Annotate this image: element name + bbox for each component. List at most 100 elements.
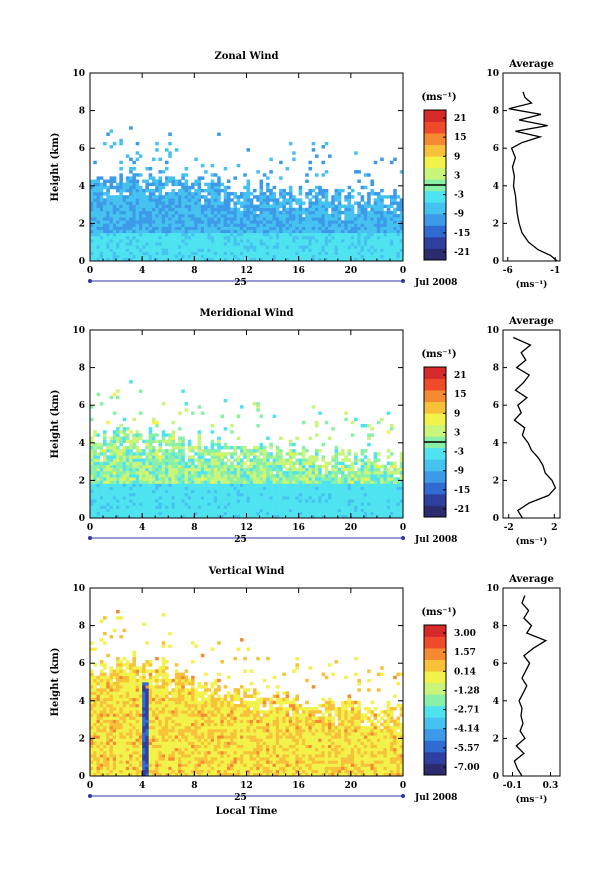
meridional-cell [360,492,365,497]
meridional-cell [122,445,127,450]
meridional-cell [178,452,182,456]
meridional-cell [148,427,153,431]
zonal-cell [383,217,387,221]
zonal-cell [262,223,267,227]
meridional-cell [181,499,185,503]
meridional-cell [142,483,146,487]
zonal-cell [135,210,140,215]
vertical-cell [99,763,104,767]
zonal-cell [181,229,185,234]
meridional-cell [389,489,394,494]
meridional-cell [386,486,391,491]
zonal-cell [301,207,306,212]
meridional-cell [272,474,277,478]
zonal-cell [129,229,133,234]
meridional-cell [341,452,345,456]
meridional-cell [220,511,224,516]
vertical-title: Vertical Wind [208,566,285,577]
meridional-cell [380,514,384,519]
zonal-cell [334,248,339,252]
meridional-cell [132,455,136,459]
zonal-cell [253,223,257,227]
meridional-cell [210,449,215,453]
meridional-cell [220,502,224,506]
meridional-cell [259,505,264,509]
meridional-cell [328,508,332,513]
zonal-cell [213,188,218,193]
zonal-cell [370,232,374,237]
meridional-cell [200,505,205,509]
zonal-cell [135,223,140,227]
meridional-cell [282,489,286,494]
zonal-cell [373,220,378,224]
meridional-cell [96,433,101,437]
meridional-cell [109,445,114,450]
meridional-cell [145,508,149,513]
meridional-cell [285,467,290,472]
meridional-cell [217,483,221,487]
zonal-cell [226,248,231,252]
zonal-cell [347,217,352,221]
zonal-cell [246,192,251,196]
vertical-cell [103,729,107,733]
meridional-cell [226,511,231,516]
meridional-cell [386,492,391,497]
meridional-cell [301,502,306,506]
zonal-cell [194,251,198,256]
meridional-cell [396,477,401,481]
zonal-cell [187,207,192,212]
zonal-cell [308,198,313,202]
zonal-cell [187,185,192,190]
zonal-cell [119,251,123,256]
meridional-cell [275,508,280,513]
zonal-cell [285,220,290,224]
meridional-cell [158,467,163,472]
zonal-cell [386,217,391,221]
meridional-cell [197,471,202,475]
zonal-cell [386,226,391,230]
meridional-cell [308,511,313,516]
zonal-cell [259,198,264,202]
zonal-cell [135,245,140,249]
meridional-cell [132,439,136,444]
zonal-cell [236,226,241,230]
meridional-cell [112,514,117,519]
zonal-cell [132,251,136,256]
meridional-cell [226,508,231,513]
zonal-average-line [508,91,558,262]
meridional-cell [269,505,273,509]
meridional-cell [354,505,358,509]
zonal-cell [269,157,273,162]
meridional-cell [138,455,143,459]
meridional-cell [200,477,205,481]
zonal-cell [298,242,303,246]
zonal-cell [112,254,117,259]
meridional-cell [164,467,169,472]
zonal-cell [272,239,277,243]
zonal-cell [328,251,332,256]
zonal-cell [337,226,342,230]
zonal-cell [259,207,264,212]
zonal-cell [360,210,365,215]
zonal-cell [389,229,394,234]
meridional-cell [285,502,290,506]
zonal-cell [324,245,329,249]
vertical-cell [109,694,114,698]
meridional-cell [282,508,286,513]
meridional-cell [223,477,228,481]
vertical-cell [93,713,97,717]
zonal-cell [191,185,195,190]
meridional-cell [158,445,163,450]
meridional-cell [210,489,215,494]
meridional-cell [233,471,238,475]
meridional-cell [288,455,293,459]
zonal-cell [129,201,133,205]
zonal-cell [145,217,149,221]
vertical-cell [93,710,97,714]
meridional-cell [334,492,339,497]
meridional-cell [266,455,270,459]
meridional-cell [305,502,309,506]
meridional-cell [168,449,172,453]
zonal-cell [256,226,260,230]
zonal-cell [298,226,303,230]
